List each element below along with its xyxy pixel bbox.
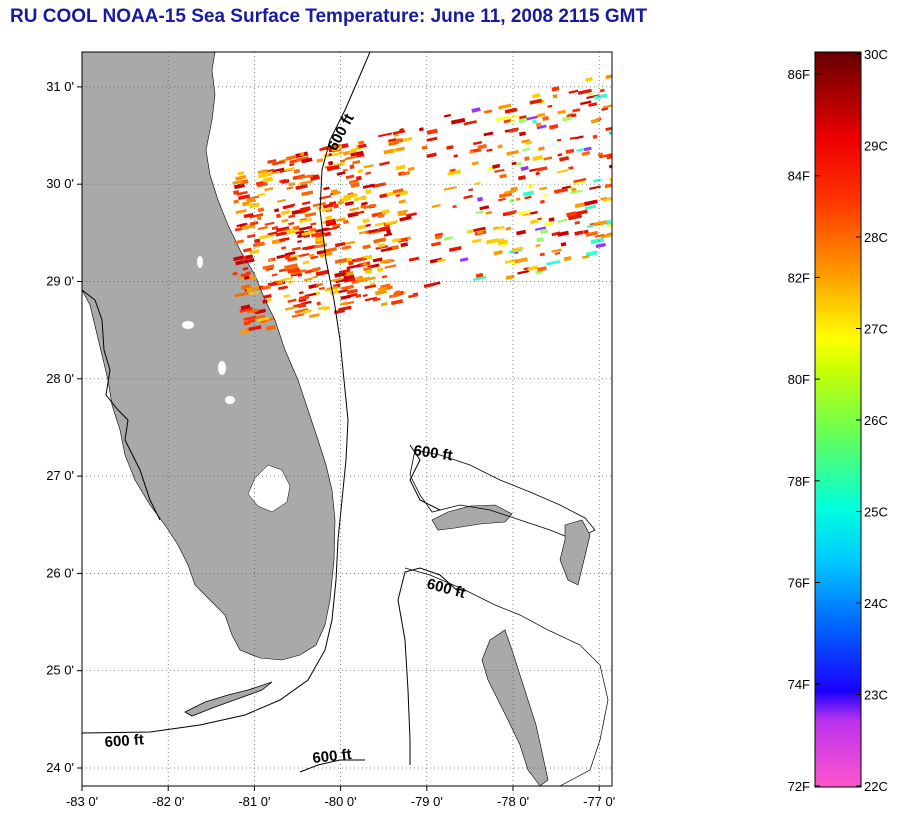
celsius-label: 29C xyxy=(864,139,888,154)
isobath-contour-east xyxy=(82,52,371,734)
fahrenheit-label: 80F xyxy=(788,372,810,387)
isobath-contour-south xyxy=(397,567,461,765)
latitude-tick-label: 29 0' xyxy=(46,274,74,289)
contour-label: 600 ft xyxy=(312,746,353,767)
celsius-label: 25C xyxy=(864,505,888,520)
latitude-tick-label: 30 0' xyxy=(46,176,74,191)
longitude-tick-label: -78 0' xyxy=(497,794,529,809)
fahrenheit-label: 82F xyxy=(788,270,810,285)
florida-keys xyxy=(184,681,273,717)
latitude-axis: 24 0' 25 0' 26 0' 27 0' 28 0' 29 0' 30 0' 31 0' xyxy=(46,79,82,775)
latitude-tick-label: 27 0' xyxy=(46,468,74,483)
fahrenheit-label: 72F xyxy=(788,779,810,794)
longitude-tick-label: -77 0' xyxy=(583,794,615,809)
fahrenheit-label: 84F xyxy=(788,169,810,184)
latitude-tick-label: 25 0' xyxy=(46,663,74,678)
lake xyxy=(218,361,226,375)
lake xyxy=(182,321,194,329)
latitude-tick-label: 28 0' xyxy=(46,371,74,386)
colorbar-fahrenheit-scale: 86F 84F 82F 80F 78F 76F 74F 72F xyxy=(788,67,820,794)
abaco-island xyxy=(559,519,591,586)
longitude-tick-label: -83 0' xyxy=(66,794,98,809)
sst-data-swath xyxy=(232,73,612,335)
celsius-label: 28C xyxy=(864,230,888,245)
lake xyxy=(197,256,203,268)
map-frame xyxy=(81,51,613,787)
gulf-coastline xyxy=(82,289,161,521)
grand-bahama xyxy=(431,504,513,531)
celsius-label: 27C xyxy=(864,322,888,337)
longitude-axis: -83 0' -82 0' -81 0' -80 0' -79 0' -78 0' -77 … xyxy=(66,786,615,809)
celsius-label: 24C xyxy=(864,596,888,611)
great-bahama-bank xyxy=(404,567,609,786)
celsius-label: 30C xyxy=(864,47,888,62)
graticule xyxy=(82,52,612,786)
andros-island xyxy=(481,629,549,786)
isobath-contour-bottom xyxy=(299,759,365,773)
celsius-label: 22C xyxy=(864,779,888,794)
latitude-tick-label: 24 0' xyxy=(46,760,74,775)
map-title: RU COOL NOAA-15 Sea Surface Temperature:… xyxy=(10,6,648,27)
lake xyxy=(225,396,235,404)
colorbar-celsius-scale: 30C 29C 28C 27C 26C 25C 24C 23C 22C xyxy=(856,47,888,794)
longitude-tick-label: -79 0' xyxy=(411,794,443,809)
fahrenheit-label: 76F xyxy=(788,576,810,591)
fahrenheit-label: 86F xyxy=(788,67,810,82)
lake-okeechobee xyxy=(247,464,291,513)
latitude-tick-label: 26 0' xyxy=(46,565,74,580)
longitude-tick-label: -82 0' xyxy=(152,794,184,809)
celsius-label: 26C xyxy=(864,413,888,428)
fahrenheit-label: 78F xyxy=(788,474,810,489)
isobath-contour-bahamas xyxy=(409,444,441,511)
contour-label: 600 ft xyxy=(412,442,453,464)
contour-label: 600 ft xyxy=(104,731,144,751)
longitude-tick-label: -81 0' xyxy=(238,794,270,809)
celsius-label: 23C xyxy=(864,688,888,703)
latitude-tick-label: 31 0' xyxy=(46,79,74,94)
longitude-tick-label: -80 0' xyxy=(325,794,357,809)
fahrenheit-label: 74F xyxy=(788,677,810,692)
colorbar xyxy=(814,51,862,788)
